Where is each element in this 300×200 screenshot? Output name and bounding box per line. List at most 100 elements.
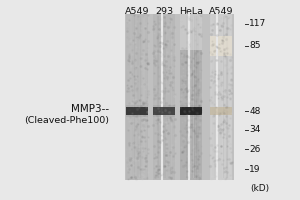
Point bbox=[222, 48, 227, 51]
Point bbox=[214, 22, 219, 26]
Point bbox=[208, 77, 213, 80]
Point bbox=[142, 128, 147, 131]
Point bbox=[131, 133, 136, 136]
Point bbox=[142, 126, 147, 129]
Point bbox=[191, 75, 196, 78]
Point bbox=[164, 150, 168, 153]
Point bbox=[165, 116, 170, 119]
Point bbox=[186, 165, 191, 168]
Point bbox=[134, 122, 139, 125]
Point bbox=[209, 96, 214, 99]
Point bbox=[170, 144, 175, 147]
Point bbox=[218, 28, 223, 31]
Point bbox=[138, 22, 143, 25]
Point bbox=[159, 139, 164, 142]
Point bbox=[186, 35, 191, 38]
Point bbox=[161, 65, 166, 68]
Point bbox=[153, 161, 158, 164]
Point bbox=[142, 115, 147, 118]
Point bbox=[197, 105, 202, 109]
Point bbox=[168, 168, 172, 171]
Point bbox=[214, 55, 219, 58]
Point bbox=[193, 88, 198, 91]
Point bbox=[127, 89, 131, 92]
Point bbox=[185, 92, 190, 95]
Point bbox=[124, 161, 129, 164]
Point bbox=[142, 84, 146, 87]
Point bbox=[127, 53, 131, 56]
Point bbox=[219, 38, 224, 41]
Bar bbox=[193, 16, 194, 178]
Point bbox=[131, 120, 136, 124]
Bar bbox=[222, 16, 223, 178]
Point bbox=[130, 158, 135, 162]
Point bbox=[168, 65, 173, 68]
Point bbox=[124, 129, 129, 132]
Point bbox=[189, 85, 194, 88]
Point bbox=[224, 72, 229, 75]
Point bbox=[129, 75, 134, 78]
Point bbox=[226, 126, 231, 129]
Point bbox=[129, 74, 134, 78]
Bar bbox=[196, 16, 197, 178]
Point bbox=[156, 130, 161, 133]
Point bbox=[158, 41, 162, 44]
Point bbox=[210, 102, 215, 105]
Point bbox=[211, 78, 216, 82]
Point bbox=[190, 67, 194, 70]
Point bbox=[222, 104, 227, 107]
Point bbox=[182, 103, 187, 106]
Point bbox=[199, 108, 203, 111]
Point bbox=[160, 36, 165, 40]
Point bbox=[133, 145, 138, 149]
Point bbox=[223, 57, 228, 60]
Point bbox=[170, 42, 175, 45]
Point bbox=[194, 172, 199, 175]
Point bbox=[191, 165, 196, 168]
Point bbox=[146, 135, 151, 139]
Point bbox=[133, 66, 137, 70]
Point bbox=[215, 33, 220, 36]
Point bbox=[214, 45, 219, 49]
Point bbox=[182, 85, 187, 88]
Point bbox=[224, 148, 229, 151]
Point bbox=[126, 126, 131, 130]
Point bbox=[215, 87, 220, 90]
Point bbox=[189, 30, 194, 33]
Point bbox=[209, 156, 214, 159]
Point bbox=[162, 15, 167, 19]
Point bbox=[191, 26, 196, 29]
Point bbox=[160, 30, 164, 33]
Point bbox=[133, 58, 137, 61]
Point bbox=[134, 115, 138, 119]
Point bbox=[213, 160, 218, 164]
Point bbox=[163, 128, 168, 131]
Point bbox=[161, 99, 166, 102]
Point bbox=[165, 131, 170, 134]
Point bbox=[227, 59, 232, 62]
Point bbox=[133, 99, 138, 103]
Point bbox=[157, 34, 162, 37]
Point bbox=[134, 45, 139, 49]
Point bbox=[133, 24, 138, 27]
Bar bbox=[135, 16, 136, 178]
Point bbox=[134, 65, 139, 69]
Point bbox=[163, 19, 168, 22]
Point bbox=[132, 141, 136, 144]
Point bbox=[212, 160, 216, 163]
Point bbox=[154, 152, 159, 156]
Point bbox=[198, 113, 203, 116]
Point bbox=[167, 175, 172, 178]
Point bbox=[226, 31, 231, 34]
Point bbox=[146, 73, 150, 76]
Point bbox=[160, 62, 165, 65]
Point bbox=[214, 92, 219, 96]
Point bbox=[134, 156, 139, 159]
Point bbox=[137, 57, 142, 60]
Point bbox=[212, 95, 217, 99]
Point bbox=[211, 101, 216, 104]
Point bbox=[151, 60, 156, 63]
Point bbox=[192, 76, 197, 79]
Point bbox=[143, 102, 148, 105]
Point bbox=[221, 35, 226, 38]
